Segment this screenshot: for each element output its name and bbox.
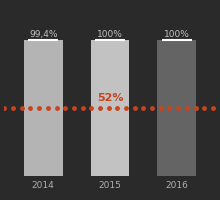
Bar — [24, 41, 62, 176]
Bar — [91, 40, 129, 176]
Bar — [158, 40, 196, 176]
Text: 52%: 52% — [97, 93, 123, 103]
Text: 100%: 100% — [97, 29, 123, 38]
Text: 99,4%: 99,4% — [29, 30, 57, 39]
Text: 100%: 100% — [164, 29, 190, 38]
